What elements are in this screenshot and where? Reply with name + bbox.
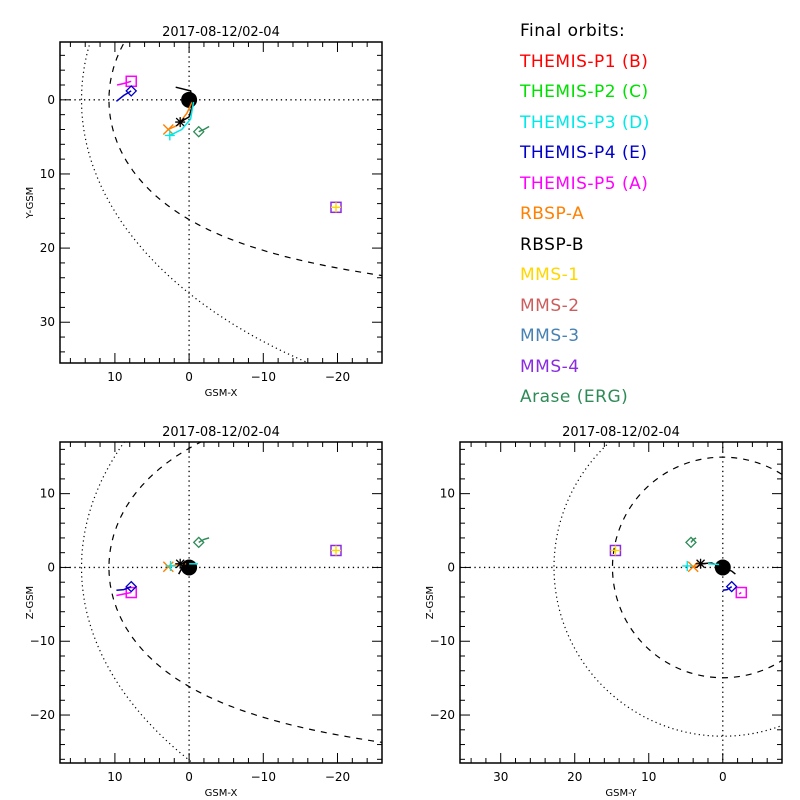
spacecraft-marker: [192, 125, 205, 138]
x-axis-label: GSM-X: [205, 388, 238, 399]
spacecraft-marker: [125, 586, 137, 599]
x-tick-label: 10: [107, 770, 122, 784]
ticks: [60, 442, 383, 763]
y-tick-label: 10: [40, 487, 55, 501]
plot-panel: 30 20 10 0 10 0 −10 −20 2017-08-12/02-04 GSM-Y Z-G…: [425, 425, 783, 799]
legend-item: MMS-3: [520, 326, 580, 346]
y-tick-label: −20: [430, 708, 455, 722]
orbit-trail: [116, 80, 132, 86]
spacecraft-marker: [735, 586, 748, 599]
x-tick-label: −10: [251, 370, 276, 384]
spacecraft-marker: [610, 545, 621, 556]
orbit-trail: [198, 537, 210, 544]
orbit-trail: [116, 585, 132, 592]
y-tick-label: 30: [40, 315, 55, 329]
spacecraft-marker: [125, 85, 138, 97]
x-tick-label: 0: [719, 770, 727, 784]
y-tick-label: 0: [447, 560, 455, 574]
bow-shock-curve: [80, 442, 194, 763]
spacecraft-marker: [695, 558, 706, 569]
y-tick-label: 0: [47, 560, 55, 574]
spacecraft-marker: [682, 560, 693, 571]
spacecraft-marker: [162, 561, 174, 573]
plot-frame: [459, 441, 783, 764]
y-tick-label: 10: [440, 487, 455, 501]
plot-title: 2017-08-12/02-04: [162, 425, 280, 440]
magnetopause-curve: [108, 42, 382, 277]
spacecraft-marker: [164, 130, 175, 141]
orbit-trail: [722, 585, 733, 592]
legend-item: RBSP-A: [520, 204, 585, 224]
y-tick-label: 0: [47, 93, 55, 107]
plot-frame: [59, 441, 383, 764]
legend-item: Arase (ERG): [520, 387, 629, 407]
plot-title: 2017-08-12/02-04: [562, 425, 680, 440]
y-tick-label: 10: [40, 167, 55, 181]
spacecraft-marker: [685, 536, 697, 549]
spacecraft-marker: [331, 202, 341, 213]
spacecraft-marker: [162, 123, 174, 135]
x-tick-label: −20: [325, 370, 350, 384]
spacecraft-marker: [175, 558, 186, 569]
x-axis-label: GSM-Y: [605, 788, 637, 799]
orbit-trail: [198, 125, 210, 133]
spacecraft-marker: [125, 580, 138, 593]
x-tick-label: 10: [107, 370, 122, 384]
earth: [181, 91, 198, 108]
x-tick-label: 20: [567, 770, 582, 784]
plot-frame: [59, 41, 383, 364]
ticks: [60, 42, 383, 363]
x-tick-label: 10: [641, 770, 656, 784]
orbit-trail: [707, 563, 720, 566]
x-axis-label: GSM-X: [205, 788, 238, 799]
y-axis-label: Z-GSM: [425, 586, 436, 619]
x-tick-label: 0: [185, 370, 193, 384]
y-axis-label: Y-GSM: [25, 187, 36, 220]
legend-item: THEMIS-P2 (C): [520, 82, 649, 102]
legend: Final orbits: THEMIS-P1 (B) THEMIS-P2 (C)…: [520, 16, 650, 413]
y-tick-label: −10: [430, 634, 455, 648]
y-tick-label: −20: [30, 708, 55, 722]
spacecraft-marker: [725, 580, 738, 593]
plot-title: 2017-08-12/02-04: [162, 25, 280, 40]
legend-item: MMS-1: [520, 265, 580, 285]
magnetopause-curve: [108, 442, 382, 743]
orbit-trail: [738, 591, 742, 595]
orbit-trail: [115, 90, 132, 102]
orbit-trail: [169, 101, 195, 137]
bow-shock-curve: [80, 42, 311, 363]
legend-item: THEMIS-P4 (E): [520, 143, 648, 163]
x-tick-label: −10: [251, 770, 276, 784]
legend-item: THEMIS-P1 (B): [520, 51, 649, 72]
spacecraft-marker: [125, 75, 137, 88]
orbit-trail: [116, 591, 132, 597]
legend-item: MMS-4: [520, 356, 580, 377]
legend-item: MMS-2: [520, 295, 580, 316]
y-tick-label: −10: [30, 634, 55, 648]
x-tick-label: 30: [493, 770, 508, 784]
legend-title: Final orbits:: [520, 21, 626, 41]
spacecraft-marker: [175, 117, 186, 128]
spacecraft-marker: [165, 560, 176, 571]
x-tick-label: −20: [325, 770, 350, 784]
plot-panel: 10 0 −10 −20 0 10 20 30 2017-08-12/02-04 GSM-X Y-G…: [25, 25, 383, 399]
y-tick-label: 20: [40, 241, 55, 255]
legend-item: THEMIS-P5 (A): [520, 173, 649, 194]
spacecraft-marker: [331, 545, 341, 556]
magnetopause-curve: [611, 456, 782, 679]
spacecraft-marker: [192, 536, 205, 549]
plot-panel: 10 0 −10 −20 10 0 −10 −20 2017-08-12/02-04 GSM-X Z…: [25, 425, 383, 799]
legend-item: THEMIS-P3 (D): [520, 112, 650, 133]
orbit-trail: [700, 562, 736, 575]
y-axis-label: Z-GSM: [25, 586, 36, 619]
legend-item: RBSP-B: [520, 234, 585, 255]
ticks: [460, 442, 783, 763]
x-tick-label: 0: [185, 770, 193, 784]
